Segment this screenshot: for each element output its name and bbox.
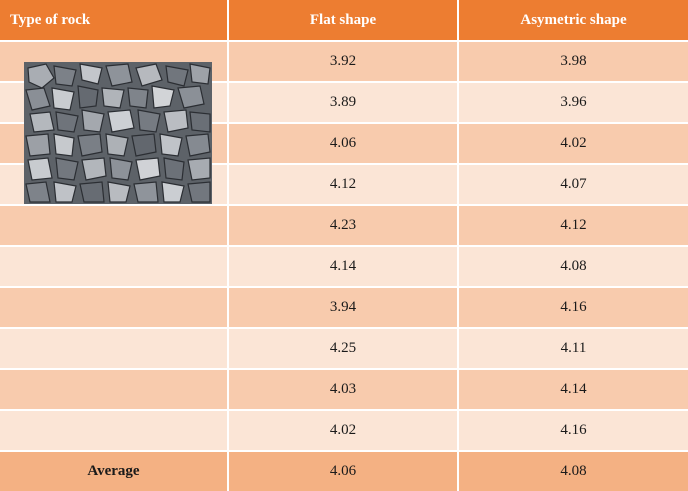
flat-value: 4.14 (229, 247, 459, 286)
flat-value: 4.12 (229, 165, 459, 204)
header-type-of-rock: Type of rock (0, 0, 229, 40)
rock-type-cell (0, 288, 229, 327)
asym-value: 4.02 (459, 124, 688, 163)
asym-value: 4.07 (459, 165, 688, 204)
flat-value: 3.94 (229, 288, 459, 327)
table-row: 4.02 4.16 (0, 411, 688, 452)
table-row: 3.94 4.16 (0, 288, 688, 329)
header-flat-shape: Flat shape (229, 0, 459, 40)
average-asym-value: 4.08 (459, 452, 688, 491)
crushed-rock-photo (24, 62, 212, 204)
asym-value: 4.16 (459, 288, 688, 327)
flat-value: 4.25 (229, 329, 459, 368)
rock-type-cell (0, 329, 229, 368)
table-row: 4.25 4.11 (0, 329, 688, 370)
asym-value: 4.08 (459, 247, 688, 286)
average-label: Average (0, 452, 229, 491)
rock-type-cell (0, 411, 229, 450)
flat-value: 4.02 (229, 411, 459, 450)
flat-value: 4.06 (229, 124, 459, 163)
asym-value: 3.96 (459, 83, 688, 122)
flat-value: 4.03 (229, 370, 459, 409)
asym-value: 4.16 (459, 411, 688, 450)
table-row: 4.03 4.14 (0, 370, 688, 411)
average-flat-value: 4.06 (229, 452, 459, 491)
flat-value: 3.92 (229, 42, 459, 81)
rock-type-cell (0, 206, 229, 245)
rock-type-cell (0, 247, 229, 286)
header-asymetric-shape: Asymetric shape (459, 0, 688, 40)
asym-value: 3.98 (459, 42, 688, 81)
table-row: 4.14 4.08 (0, 247, 688, 288)
flat-value: 3.89 (229, 83, 459, 122)
asym-value: 4.14 (459, 370, 688, 409)
asym-value: 4.12 (459, 206, 688, 245)
table-row: 4.23 4.12 (0, 206, 688, 247)
flat-value: 4.23 (229, 206, 459, 245)
table-header-row: Type of rock Flat shape Asymetric shape (0, 0, 688, 42)
asym-value: 4.11 (459, 329, 688, 368)
average-row: Average 4.06 4.08 (0, 452, 688, 491)
rock-type-cell (0, 370, 229, 409)
